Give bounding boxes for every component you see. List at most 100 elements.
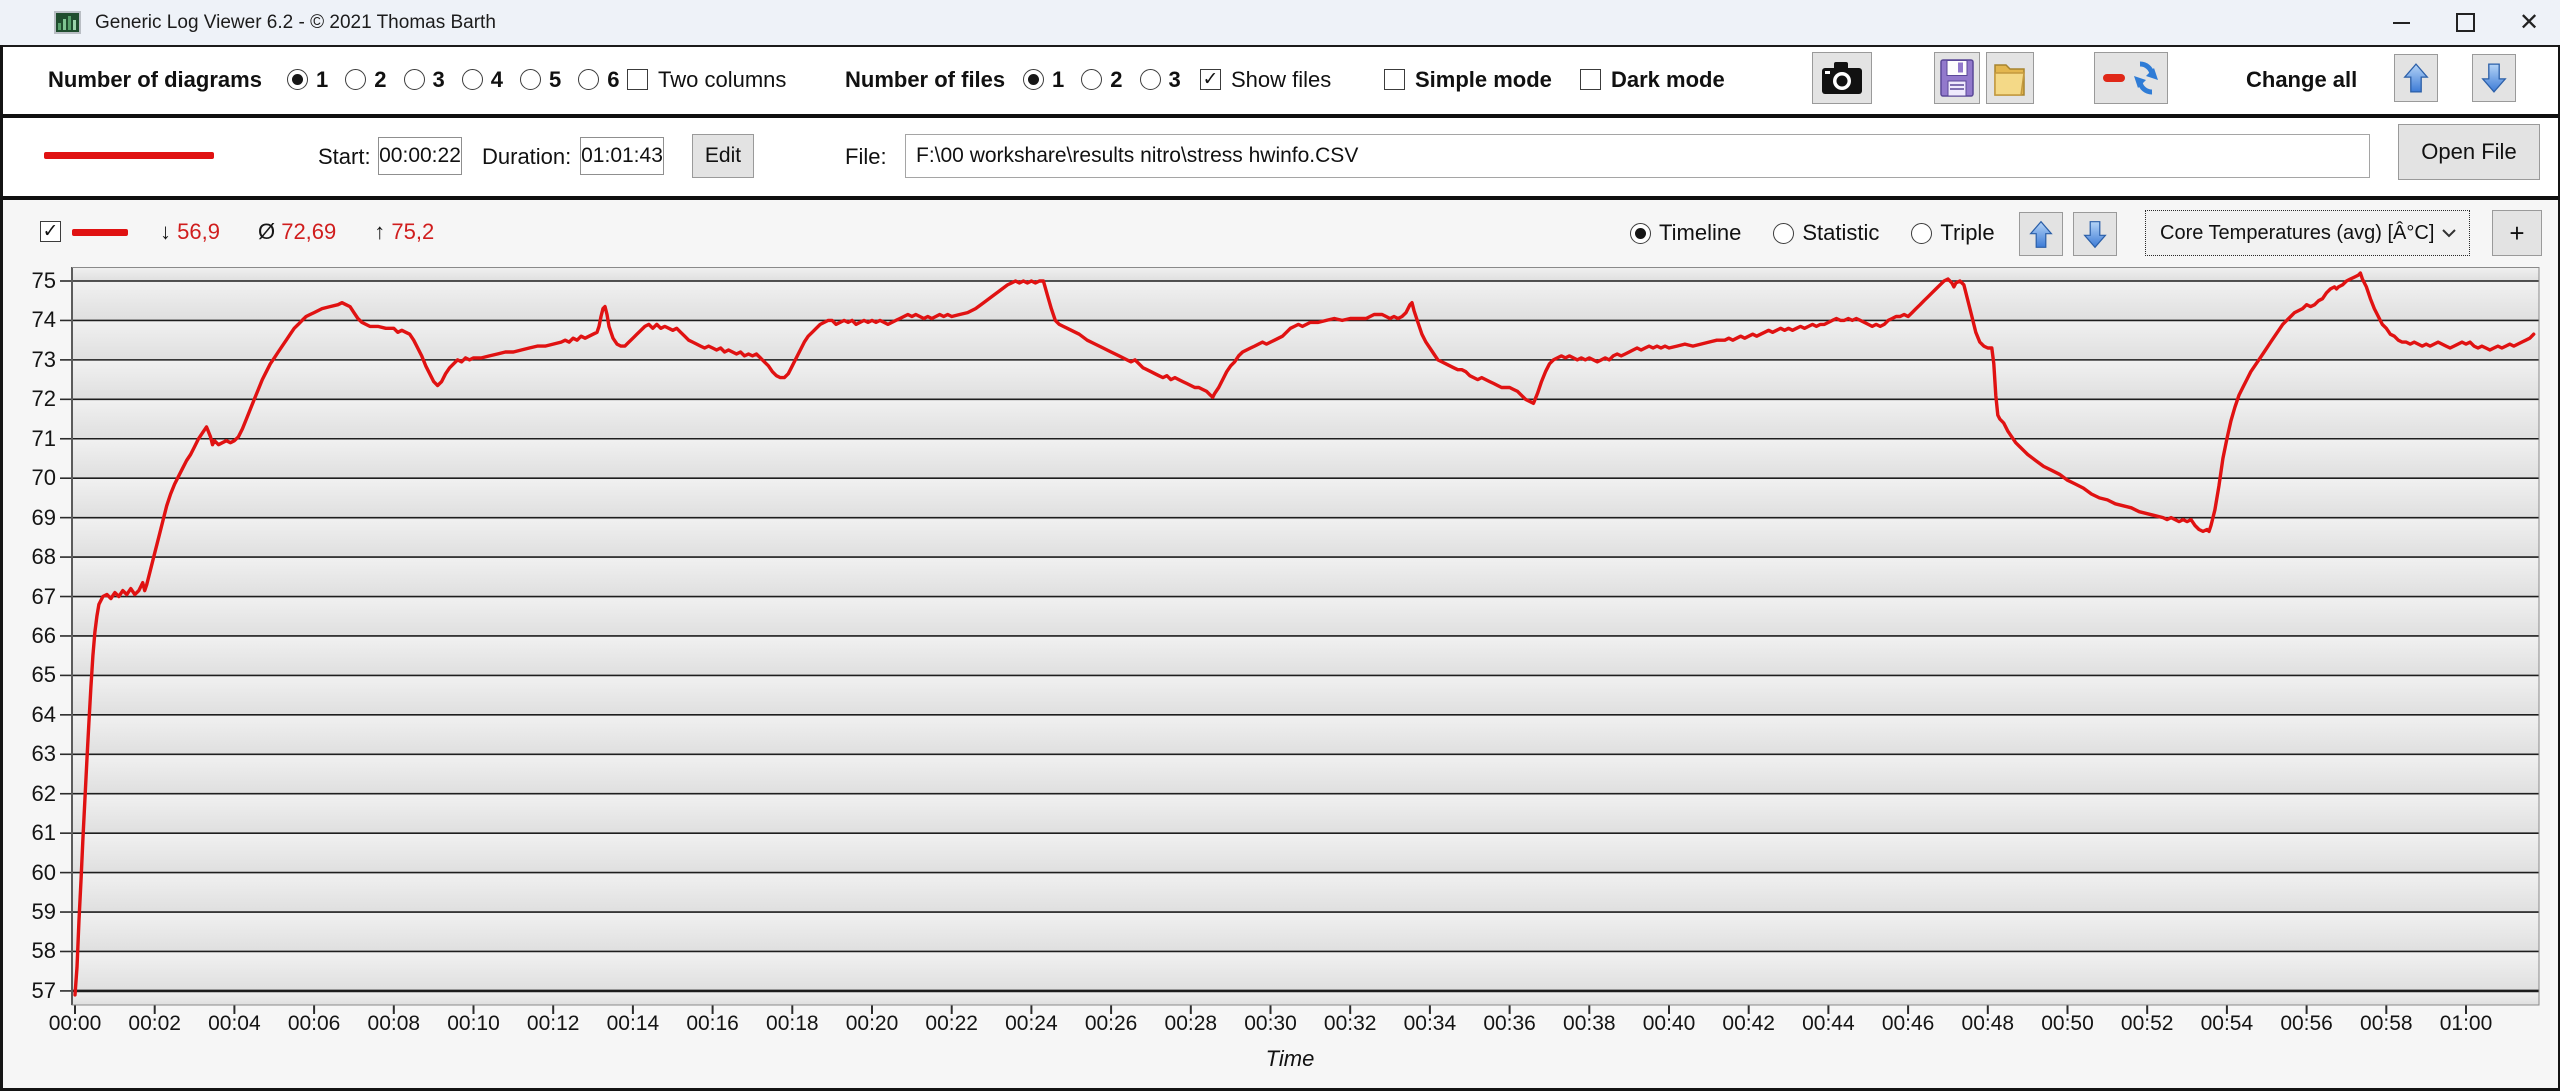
diagram-count-1[interactable]: 1	[287, 67, 328, 93]
radio-icon[interactable]	[403, 69, 425, 90]
series-visibility-checkbox[interactable]: ✓	[40, 221, 61, 242]
file-count-radio-group: 1 2 3	[1023, 47, 1181, 112]
change-all-label: Change all	[2246, 66, 2358, 92]
y-tick-label: 75	[31, 268, 56, 293]
x-tick-label: 00:22	[925, 1012, 978, 1035]
two-columns-option[interactable]: Two columns	[627, 47, 786, 112]
number-of-files-label: Number of files	[845, 66, 1006, 92]
simple-mode-option[interactable]: Simple mode	[1384, 47, 1552, 112]
stat-max: ↑ 75,2	[374, 219, 435, 244]
edit-button[interactable]: Edit	[692, 134, 754, 178]
radio-label: 6	[607, 66, 620, 92]
save-icon	[1940, 59, 1974, 97]
dark-mode-option[interactable]: Dark mode	[1580, 47, 1725, 112]
number-of-diagrams-label: Number of diagrams	[48, 66, 262, 92]
x-tick-label: 00:52	[2120, 1012, 2174, 1035]
radio-icon[interactable]	[1081, 69, 1103, 90]
x-tick-label: 00:32	[1323, 1012, 1377, 1035]
radio-label: 1	[1052, 66, 1065, 92]
diagram-count-3[interactable]: 3	[403, 66, 445, 93]
signal-select-dropdown[interactable]: Core Temperatures (avg) [Â°C]	[2145, 210, 2470, 256]
min-arrow-icon: ↓	[160, 219, 171, 244]
screenshot-button[interactable]	[1812, 52, 1872, 104]
change-all-down-button[interactable]	[2472, 54, 2516, 102]
close-icon: ✕	[2518, 9, 2540, 36]
radio-label: 3	[432, 66, 445, 92]
dark-mode-checkbox[interactable]	[1580, 69, 1601, 90]
minimize-button[interactable]	[2373, 0, 2429, 45]
x-tick-label: 00:40	[1642, 1012, 1696, 1035]
radio-label: Statistic	[1802, 220, 1880, 245]
diagram-count-4[interactable]: 4	[461, 66, 503, 93]
radio-label: 1	[316, 66, 329, 92]
change-all-up-button[interactable]	[2394, 54, 2438, 102]
y-tick-label: 66	[31, 622, 56, 648]
chevron-down-icon	[2442, 229, 2456, 238]
two-columns-label: Two columns	[658, 66, 787, 92]
y-tick-label: 72	[31, 386, 56, 412]
close-button[interactable]: ✕	[2501, 0, 2557, 45]
y-tick-label: 64	[31, 701, 56, 727]
radio-icon[interactable]	[1139, 69, 1161, 90]
radio-icon[interactable]	[287, 69, 308, 90]
add-signal-button[interactable]: +	[2492, 210, 2542, 256]
y-tick-label: 74	[31, 307, 56, 333]
start-time-input[interactable]: 00:00:22	[378, 137, 462, 175]
diagram-count-6[interactable]: 6	[578, 66, 620, 93]
diagram-move-down-button[interactable]	[2073, 212, 2117, 256]
show-files-option[interactable]: ✓ Show files	[1200, 47, 1331, 112]
radio-icon[interactable]	[1023, 69, 1044, 90]
radio-icon[interactable]	[1911, 222, 1933, 244]
series-color-swatch[interactable]	[72, 229, 128, 236]
file-label: File:	[845, 144, 887, 169]
radio-label: 4	[490, 66, 503, 92]
view-mode-radio-group: Timeline Statistic Triple	[1630, 212, 1995, 254]
simple-mode-checkbox[interactable]	[1384, 69, 1405, 90]
x-tick-label: 00:16	[686, 1012, 739, 1035]
minimize-icon	[2392, 21, 2410, 24]
app-icon	[54, 11, 81, 34]
change-line-color-button[interactable]	[2094, 52, 2168, 104]
view-mode-triple[interactable]: Triple	[1911, 220, 1995, 246]
x-tick-label: 00:04	[208, 1012, 261, 1035]
y-tick-label: 71	[31, 425, 56, 451]
y-tick-label: 63	[31, 741, 56, 767]
file-count-2[interactable]: 2	[1081, 67, 1123, 93]
temperature-line-chart[interactable]	[58, 267, 2540, 1019]
diagram-count-5[interactable]: 5	[520, 67, 561, 93]
open-file-button[interactable]: Open File	[2398, 124, 2540, 180]
diagram-move-up-button[interactable]	[2019, 212, 2063, 256]
x-axis-title: Time	[1265, 1046, 1315, 1071]
radio-icon[interactable]	[578, 69, 600, 90]
show-files-label: Show files	[1231, 66, 1332, 92]
avg-phi-icon: Ø	[257, 219, 276, 244]
show-files-checkbox[interactable]: ✓	[1200, 69, 1221, 90]
file-line-color-swatch[interactable]	[44, 152, 214, 159]
radio-icon[interactable]	[345, 69, 367, 90]
view-mode-timeline[interactable]: Timeline	[1630, 220, 1741, 246]
y-tick-label: 57	[31, 977, 56, 1003]
x-tick-label: 00:28	[1164, 1012, 1218, 1035]
open-log-folder-button[interactable]	[1986, 52, 2034, 104]
y-tick-label: 65	[31, 662, 56, 688]
file-count-3[interactable]: 3	[1139, 67, 1181, 93]
x-tick-label: 00:36	[1483, 1012, 1536, 1035]
duration-input[interactable]: 01:01:43	[580, 137, 664, 175]
save-button[interactable]	[1934, 52, 1980, 104]
x-tick-label: 00:54	[2200, 1012, 2254, 1035]
duration-label: Duration:	[482, 144, 572, 169]
dark-mode-label: Dark mode	[1611, 66, 1725, 92]
radio-icon[interactable]	[1630, 222, 1651, 244]
file-count-1[interactable]: 1	[1023, 67, 1064, 93]
radio-icon[interactable]	[461, 69, 483, 90]
radio-icon[interactable]	[1773, 222, 1795, 244]
start-label: Start:	[318, 144, 371, 169]
view-mode-statistic[interactable]: Statistic	[1773, 220, 1879, 246]
two-columns-checkbox[interactable]	[627, 69, 648, 90]
diagram-count-2[interactable]: 2	[345, 67, 387, 93]
maximize-button[interactable]	[2437, 0, 2493, 45]
file-path-input[interactable]: F:\00 workshare\results nitro\stress hwi…	[905, 134, 2370, 178]
x-tick-label: 00:14	[606, 1012, 660, 1035]
radio-icon[interactable]	[520, 69, 541, 90]
